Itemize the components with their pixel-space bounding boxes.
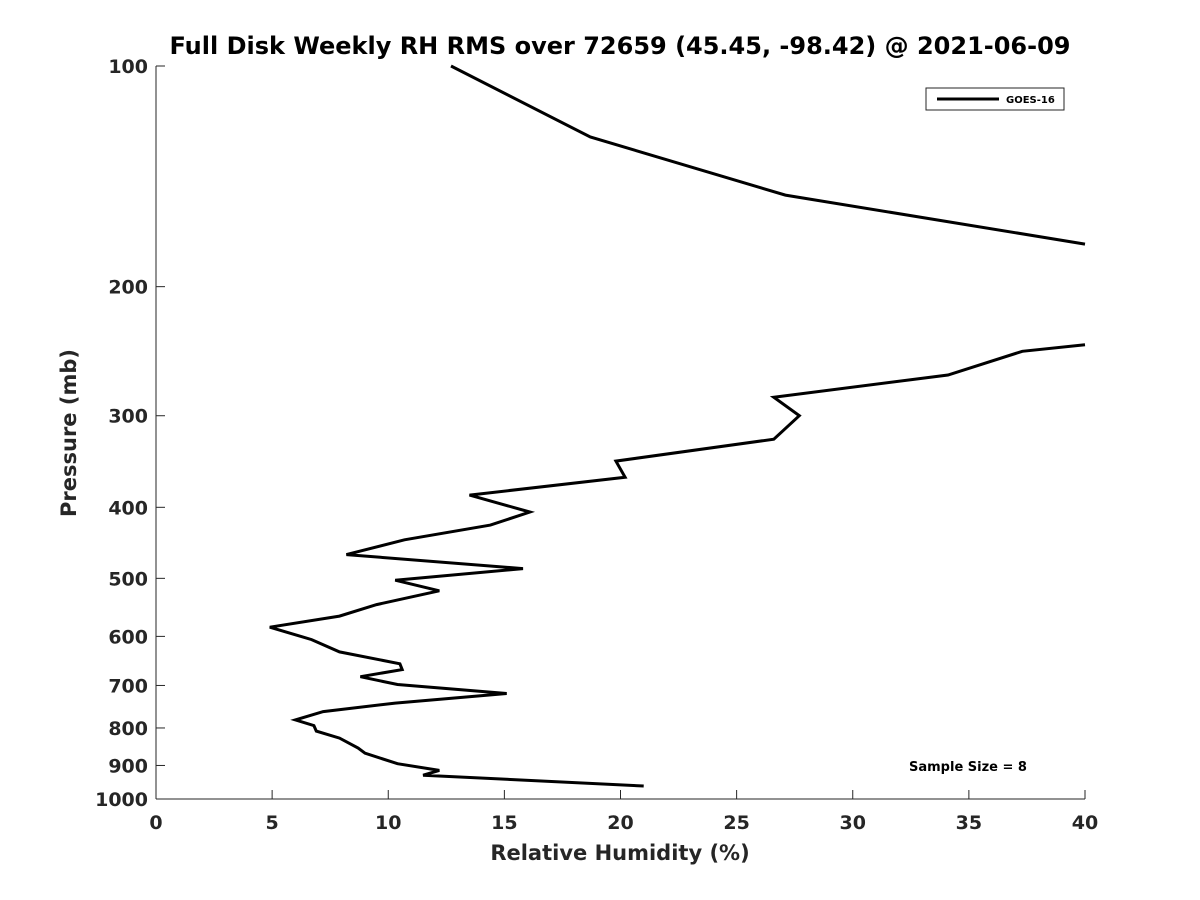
x-tick-label: 25 (723, 812, 749, 834)
legend-label-goes-16: GOES-16 (1006, 95, 1055, 106)
y-tick-label: 200 (108, 277, 148, 299)
y-tick-label: 400 (108, 497, 148, 519)
y-tick-label: 600 (108, 626, 148, 648)
sample-size-annotation: Sample Size = 8 (909, 760, 1027, 775)
y-tick-label: 800 (108, 718, 148, 740)
y-ticks: 100 200 300 400 500 600 700 800 900 1000 (95, 56, 165, 811)
y-tick-label: 500 (108, 568, 148, 590)
y-axis: 100 200 300 400 500 600 700 800 900 1000 (95, 56, 165, 811)
series-layer (269, 64, 1086, 788)
y-tick-label: 100 (108, 56, 148, 78)
plot-area (156, 66, 1085, 799)
x-tick-label: 0 (149, 812, 162, 834)
y-axis-label: Pressure (mb) (57, 349, 81, 517)
plot-background (156, 66, 1085, 799)
x-tick-label: 30 (840, 812, 866, 834)
x-tick-label: 40 (1072, 812, 1098, 834)
series-line-goes-16 (450, 64, 1086, 246)
x-tick-label: 15 (491, 812, 517, 834)
legend: GOES-16 (925, 87, 1065, 111)
x-ticks: 0 5 10 15 20 25 30 35 40 (149, 790, 1098, 834)
y-tick-label: 900 (108, 755, 148, 777)
y-tick-label: 300 (108, 406, 148, 428)
x-tick-label: 5 (266, 812, 279, 834)
chart-title: Full Disk Weekly RH RMS over 72659 (45.4… (169, 32, 1070, 60)
x-axis-label: Relative Humidity (%) (490, 841, 749, 865)
x-tick-label: 10 (375, 812, 401, 834)
x-axis: 0 5 10 15 20 25 30 35 40 (149, 790, 1098, 834)
x-tick-label: 20 (607, 812, 633, 834)
x-tick-label: 35 (956, 812, 982, 834)
series-line-goes-16 (269, 343, 1086, 788)
y-tick-label: 700 (108, 675, 148, 697)
y-tick-label: 1000 (95, 789, 148, 811)
